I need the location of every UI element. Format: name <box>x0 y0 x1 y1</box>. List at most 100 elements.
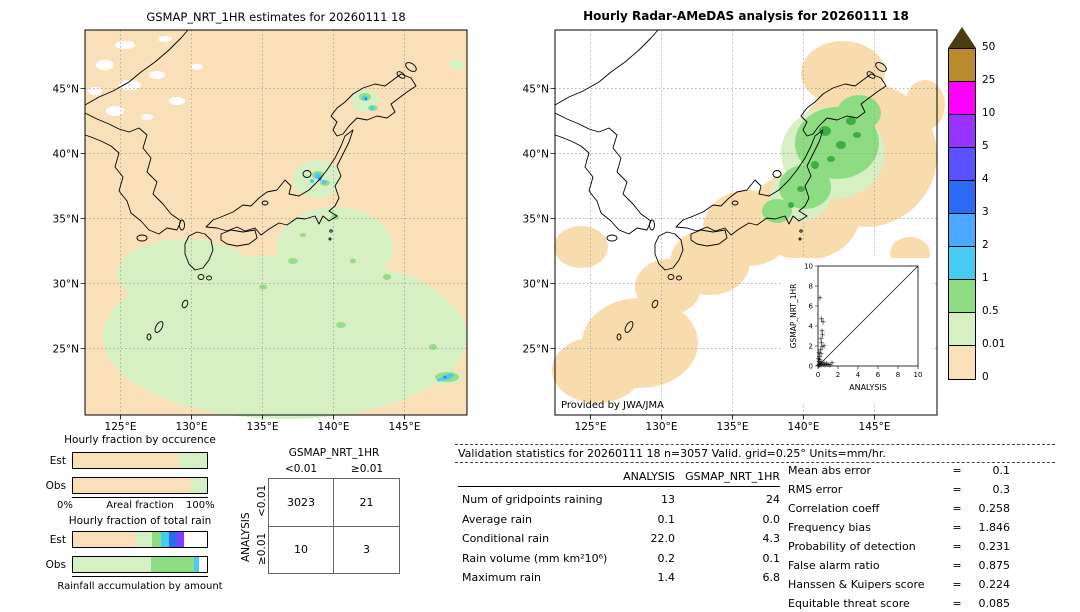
svg-text:+: + <box>821 342 827 351</box>
y-tick-label: 35°N <box>523 214 549 226</box>
left-map-gridlines <box>85 30 467 415</box>
x-tick-label: 135°E <box>247 421 279 433</box>
x-tick-label: 140°E <box>788 421 820 433</box>
contingency-row-header: <0.01 <box>256 484 268 517</box>
contingency-col-header: <0.01 <box>284 463 318 475</box>
score-value: 1.846 <box>978 521 1011 534</box>
score-label: Probability of detection <box>788 540 916 553</box>
left-map-precip-light-layer <box>103 60 467 419</box>
equals-sign: = <box>952 464 962 477</box>
map-credit: Provided by JWA/JMA <box>561 400 664 411</box>
stats-value-gsmap: 6.8 <box>762 571 781 584</box>
svg-text:+: + <box>817 360 823 369</box>
stats-row-label: Average rain <box>462 513 532 526</box>
contingency-col-header: ≥0.01 <box>350 463 384 475</box>
contingency-cell: 3023 <box>269 479 334 527</box>
colorbar-swatch <box>949 214 975 247</box>
equals-sign: = <box>952 578 962 591</box>
stats-row-label: Num of gridpoints raining <box>462 493 603 506</box>
colorbar <box>948 48 976 380</box>
equals-sign: = <box>952 559 962 572</box>
colorbar-swatch <box>949 49 975 82</box>
svg-text:+: + <box>818 339 824 348</box>
colorbar-label: 50 <box>982 41 996 53</box>
stats-col-header-gsmap: GSMAP_NRT_1HR <box>685 470 780 483</box>
stats-row-label: Rain volume (mm km²10⁶) <box>462 552 608 565</box>
y-tick-label: 35°N <box>53 214 79 226</box>
right-map-x-tick-labels: 125°E 130°E 135°E 140°E 145°E <box>575 421 891 433</box>
score-value: 0.231 <box>978 540 1011 553</box>
totalrain-est-label: Est <box>49 534 66 546</box>
x-tick-label: 135°E <box>717 421 749 433</box>
x-tick-label: 6 <box>876 371 881 379</box>
right-map-border <box>554 29 938 416</box>
y-tick-label: 10 <box>804 263 813 271</box>
svg-text:+: + <box>827 361 833 370</box>
colorbar-label: 25 <box>982 74 996 86</box>
svg-text:+: + <box>817 359 823 368</box>
stats-row-label: Conditional rain <box>462 532 550 545</box>
left-map: 45°N 40°N 35°N 30°N 25°N 125°E 130°E 135… <box>53 29 468 433</box>
x-tick-label: 145°E <box>859 421 891 433</box>
occurrence-chart-title: Hourly fraction by occurence <box>64 434 216 446</box>
scatter-inset: 0 2 4 6 8 10 0 2 4 6 8 10 ANALYSIS GSMAP… <box>782 258 932 403</box>
score-row: Correlation coeff = 0.258 <box>788 502 1010 515</box>
stats-row-label: Maximum rain <box>462 571 541 584</box>
svg-text:+: + <box>823 359 829 368</box>
right-map-gridlines <box>555 30 937 415</box>
y-tick-label: 6 <box>809 303 814 311</box>
totalrain-axis-label: Rainfall accumulation by amount <box>57 581 223 592</box>
contingency-cell: 10 <box>269 526 334 573</box>
svg-text:+: + <box>816 349 822 358</box>
colorbar-overflow-arrow <box>948 27 976 48</box>
totalrain-axis-line <box>72 576 208 577</box>
svg-text:+: + <box>818 350 824 359</box>
svg-text:+: + <box>815 361 821 370</box>
y-tick-label: 45°N <box>523 84 549 96</box>
score-label: Correlation coeff <box>788 502 880 515</box>
contingency-row-group: ANALYSIS <box>240 512 252 562</box>
x-tick-label: 125°E <box>105 421 137 433</box>
y-tick-label: 40°N <box>53 149 79 161</box>
left-map-border <box>84 29 468 416</box>
right-map-tick-marks <box>550 88 875 420</box>
score-row: Mean abs error = 0.1 <box>788 464 1010 477</box>
stats-value-analysis: 22.0 <box>650 532 676 545</box>
svg-text:+: + <box>822 361 828 370</box>
left-map-x-tick-labels: 125°E 130°E 135°E 140°E 145°E <box>105 421 421 433</box>
y-tick-label: 8 <box>809 283 813 291</box>
colorbar-label: 1 <box>982 272 989 284</box>
totalrain-obs-bar <box>72 556 208 573</box>
score-label: Frequency bias <box>788 521 871 534</box>
stats-value-gsmap: 0.0 <box>762 513 781 526</box>
svg-text:+: + <box>816 353 822 362</box>
svg-text:+: + <box>816 357 822 366</box>
stats-value-analysis: 13 <box>661 493 675 506</box>
right-map-coastlines <box>554 29 887 341</box>
contingency-table: 3023 21 10 3 <box>268 478 400 574</box>
y-tick-label: 2 <box>809 343 813 351</box>
svg-text:+: + <box>820 318 826 327</box>
stats-divider-top <box>455 444 1055 445</box>
x-tick-label: 145°E <box>389 421 421 433</box>
score-row: False alarm ratio = 0.875 <box>788 559 1010 572</box>
svg-text:+: + <box>818 359 824 368</box>
x-tick-label: 140°E <box>318 421 350 433</box>
x-tick-label: 125°E <box>575 421 607 433</box>
score-row: Frequency bias = 1.846 <box>788 521 1010 534</box>
score-value: 0.258 <box>978 502 1011 515</box>
equals-sign: = <box>952 483 962 496</box>
left-map-y-tick-labels: 45°N 40°N 35°N 30°N 25°N <box>53 84 79 356</box>
stats-header: Validation statistics for 20260111 18 n=… <box>458 447 886 460</box>
x-tick-label: 130°E <box>176 421 208 433</box>
y-tick-label: 0 <box>809 363 813 371</box>
svg-text:+: + <box>817 346 823 355</box>
colorbar-swatch <box>949 280 975 313</box>
score-value: 0.3 <box>992 483 1011 496</box>
score-value: 0.224 <box>978 578 1011 591</box>
contingency-cell: 21 <box>334 479 399 527</box>
score-label: False alarm ratio <box>788 559 880 572</box>
score-label: Hanssen & Kuipers score <box>788 578 925 591</box>
stats-value-gsmap: 24 <box>766 493 780 506</box>
